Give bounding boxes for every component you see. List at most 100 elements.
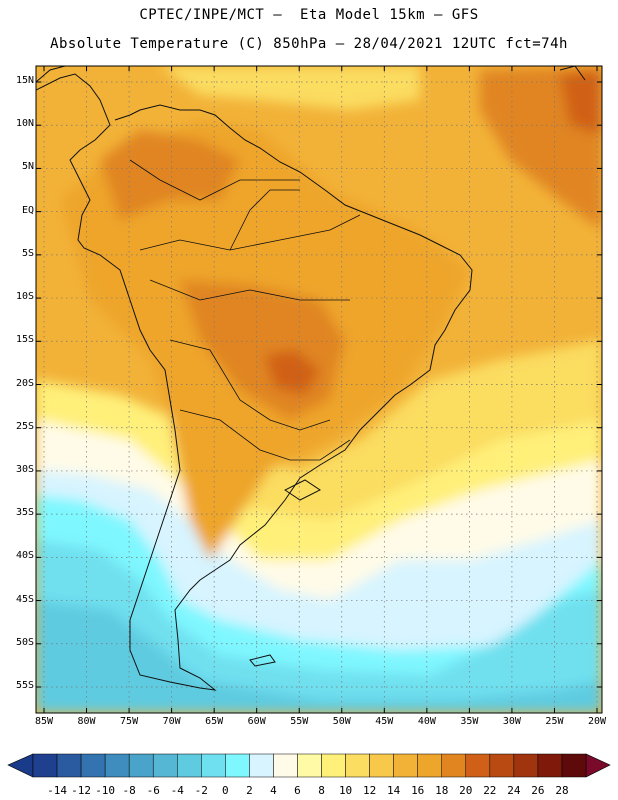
colorbar-cell (537, 753, 563, 778)
colorbar-tick-label: 28 (555, 784, 569, 797)
colorbar-cell (369, 753, 394, 778)
lon-label: 55W (290, 716, 309, 727)
colorbar-tick-label: -12 (71, 784, 92, 797)
colorbar-tick-label: -2 (194, 784, 208, 797)
colorbar-tick-label: -14 (47, 784, 67, 797)
lat-label: 15S (15, 334, 34, 346)
colorbar-tick-label: 26 (531, 784, 545, 797)
border-guianas (229, 189, 300, 251)
lat-label: 50S (15, 636, 34, 648)
region-caribbean-yellow (160, 66, 420, 110)
colorbar-cell (345, 753, 370, 778)
colorbar-cell (561, 753, 587, 778)
lat-label: 35S (15, 507, 34, 519)
coastline-central-america (36, 66, 66, 83)
border-colombia-venezuela (129, 159, 300, 201)
map-subtitle: Absolute Temperature (C) 850hPa – 28/04/… (50, 36, 568, 52)
colorbar-cell (417, 753, 442, 778)
lat-label: 10S (15, 291, 34, 303)
border-argentina (179, 409, 351, 461)
colorbar-cell (321, 753, 346, 778)
colorbar-cell (104, 753, 130, 778)
colorbar-tick-label: 22 (483, 784, 497, 797)
colorbar-under-arrow (7, 753, 34, 778)
temperature-field (36, 66, 602, 713)
colorbar-tick-label: -8 (122, 784, 136, 797)
region-hottest-center (265, 350, 320, 395)
lat-label: 15N (15, 75, 34, 86)
colorbar-cell (128, 753, 154, 778)
colorbar-cell (297, 753, 322, 778)
lon-label: 60W (247, 716, 266, 727)
colorbar-tick-label: 8 (318, 784, 325, 797)
lat-label: 45S (15, 593, 34, 605)
colorbar-tick-label: -4 (170, 784, 184, 797)
colorbar-tick-label: 10 (338, 784, 353, 797)
colorbar-cells (32, 753, 587, 778)
colorbar-cell (441, 753, 467, 778)
colorbar-tick-label: 12 (362, 784, 377, 797)
lat-label: 55S (15, 680, 34, 691)
map-title: CPTEC/INPE/MCT – Eta Model 15km – GFS (139, 7, 479, 23)
map-frame (35, 65, 603, 714)
country-borders (129, 159, 361, 461)
lon-label: 65W (205, 716, 224, 727)
lon-label: 80W (77, 716, 96, 727)
lat-label: 10N (15, 118, 34, 130)
colorbar-tick-label: 18 (435, 784, 449, 797)
lon-label: 85W (34, 716, 54, 727)
colorbar-cell (465, 753, 491, 778)
lon-label: 40W (417, 716, 436, 727)
region-mid-yellow (200, 340, 602, 520)
lat-label: 5N (21, 161, 34, 173)
coastline-south-america (36, 73, 473, 691)
lat-label: 25S (15, 420, 34, 432)
lon-label: 45W (375, 716, 394, 727)
colorbar-cell (513, 753, 539, 778)
region-cyan-deep (36, 600, 602, 713)
colorbar-tick-label: 14 (387, 784, 401, 797)
lon-label: 25W (545, 716, 564, 727)
colorbar-cell (225, 753, 250, 778)
coastline-falklands (249, 654, 276, 667)
lon-label: 50W (332, 716, 351, 727)
colorbar-tick-label: 0 (222, 784, 229, 797)
lon-label: 35W (460, 716, 479, 727)
border-bolivia-brazil (149, 279, 350, 301)
colorbar-tick-label: 24 (507, 784, 521, 797)
lat-label: 30S (15, 463, 34, 475)
colorbar-cell (393, 753, 418, 778)
lat-label: 5S (21, 247, 34, 259)
lat-label: 20S (15, 377, 34, 389)
colorbar-tick-label: 20 (459, 784, 473, 797)
colorbar-tick-label: -10 (95, 784, 116, 797)
colorbar-cell (80, 753, 106, 778)
colorbar-tick-label: 2 (246, 784, 253, 797)
coastline (36, 66, 586, 691)
region-atlantic-hottest (560, 70, 602, 135)
colorbar-over-arrow (585, 753, 611, 778)
lat-label: EQ (21, 204, 34, 216)
colorbar-tick-label: 16 (411, 784, 425, 797)
colorbar-cell (152, 753, 178, 778)
colorbar-tick-label: -6 (146, 784, 160, 797)
coastline-uruguay (284, 479, 321, 501)
lat-label: 40S (15, 550, 34, 562)
axis-ticks (36, 66, 602, 713)
lon-label: 70W (162, 716, 181, 727)
colorbar (7, 753, 611, 778)
colorbar-tick-label: 4 (270, 784, 277, 797)
colorbar-cell (56, 753, 82, 778)
colorbar-cell (249, 753, 274, 778)
coastline-caribbean-islands (559, 66, 586, 81)
colorbar-cell (177, 753, 202, 778)
border-north (139, 214, 361, 251)
lon-label: 20W (587, 716, 607, 727)
border-paraguay (169, 339, 331, 431)
colorbar-tick-label: 6 (294, 784, 301, 797)
colorbar-cell (489, 753, 515, 778)
colorbar-cell (201, 753, 226, 778)
lon-label: 75W (120, 716, 139, 727)
lon-label: 30W (502, 716, 521, 727)
